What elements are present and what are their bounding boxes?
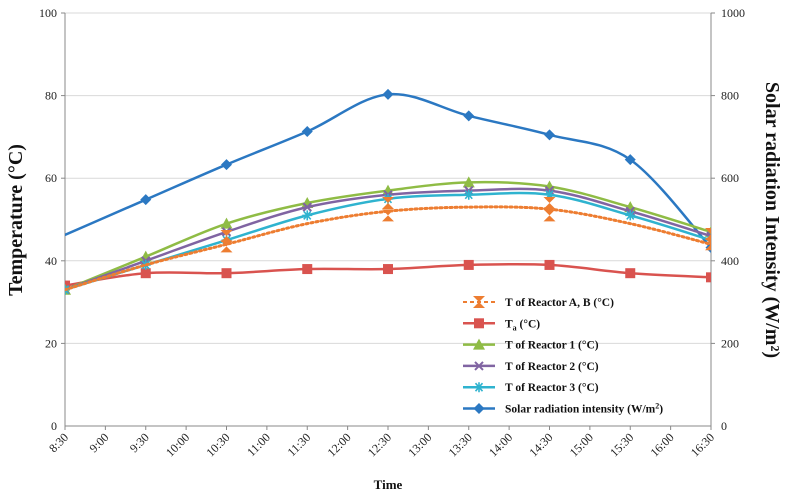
x-tick-label: 11:30 [284, 430, 313, 459]
data-point [302, 202, 312, 212]
legend-item: Ta (°C) [463, 318, 540, 332]
legend-item: Solar radiation intensity (W/m2) [463, 402, 663, 416]
data-point [383, 264, 393, 275]
data-point [624, 154, 636, 166]
legend-label: T of Reactor 2 (°C) [505, 361, 599, 373]
y-left-tick-label: 0 [51, 419, 57, 433]
x-tick-label: 10:30 [203, 430, 232, 459]
data-point [65, 280, 70, 291]
legend-label: Ta (°C) [505, 318, 540, 332]
legend-marker [473, 338, 485, 350]
x-axis-title: Time [374, 477, 403, 492]
data-point [543, 196, 556, 209]
legend-label: T of Reactor 3 (°C) [505, 382, 599, 394]
data-point [220, 240, 233, 253]
x-tick-label: 13:30 [446, 430, 475, 459]
data-point [221, 159, 232, 171]
series-1 [65, 259, 711, 291]
data-point [463, 110, 475, 122]
y-right-tick-label: 400 [721, 254, 739, 268]
legend: T of Reactor A, B (°C) Ta (°C) T of Reacto… [463, 296, 663, 416]
y-right-tick-label: 0 [721, 419, 727, 433]
x-tick-label: 16:30 [688, 430, 717, 459]
series-0 [65, 196, 711, 292]
data-point [382, 196, 394, 209]
legend-marker [473, 403, 485, 414]
legend-label: T of Reactor 1 (°C) [505, 340, 599, 352]
legend-item: T of Reactor 3 (°C) [463, 382, 599, 394]
x-tick-label: 11:00 [244, 430, 273, 459]
data-point [463, 259, 474, 270]
series [65, 88, 711, 295]
data-point [544, 259, 555, 270]
x-tick-label: 12:30 [365, 430, 394, 459]
y-axis-right-title: Solar radiation Intensity (W/m²) [761, 82, 783, 358]
x-tick-label: 14:30 [526, 430, 555, 459]
x-tick-label: 9:30 [127, 430, 152, 455]
legend-marker [474, 382, 484, 393]
data-point [706, 272, 711, 283]
y-left-tick-label: 40 [45, 254, 57, 268]
y-right-tick-label: 1000 [721, 6, 745, 20]
legend-marker [474, 361, 484, 371]
data-point [140, 194, 152, 206]
legend-item: T of Reactor 2 (°C) [463, 361, 599, 373]
legend-marker [474, 318, 484, 329]
y-left-tick-label: 20 [45, 336, 57, 350]
data-point [463, 189, 474, 200]
legend-label: Solar radiation intensity (W/m2) [505, 402, 663, 416]
data-point [625, 268, 636, 279]
axes [61, 12, 715, 430]
legend-item: T of Reactor A, B (°C) [463, 296, 614, 309]
gridlines [65, 12, 711, 344]
x-tick-label: 16:00 [648, 430, 677, 459]
data-point [462, 176, 475, 188]
y-left-tick-label: 100 [39, 6, 57, 20]
series-line [65, 92, 711, 249]
data-point [705, 238, 711, 251]
y-axis-left-title: Temperature (°C) [5, 144, 27, 296]
data-point [220, 230, 233, 243]
x-tick-label: 13:00 [405, 430, 434, 459]
y-left-tick-label: 60 [45, 171, 57, 185]
data-point [544, 189, 555, 200]
legend-marker [473, 296, 485, 308]
data-point [544, 129, 555, 141]
y-left-tick-label: 80 [45, 89, 57, 103]
legend-label: T of Reactor A, B (°C) [505, 297, 614, 309]
data-point [140, 268, 151, 279]
series-5 [65, 88, 711, 254]
data-point [302, 210, 313, 221]
data-point [382, 209, 394, 222]
data-point [625, 210, 636, 221]
data-point [301, 126, 313, 138]
data-point [543, 209, 556, 222]
x-tick-label: 12:00 [325, 430, 354, 459]
legend-item: T of Reactor 1 (°C) [463, 338, 599, 352]
data-point [302, 264, 313, 275]
x-tick-label: 10:00 [163, 430, 192, 459]
y-right-tick-label: 800 [721, 89, 739, 103]
y-right-tick-label: 200 [721, 336, 739, 350]
data-point [220, 217, 233, 229]
x-tick-label: 8:30 [46, 430, 71, 455]
data-point [705, 227, 711, 240]
x-tick-label: 14:00 [486, 430, 515, 459]
x-tick-label: 15:00 [567, 430, 596, 459]
x-tick-label: 15:30 [607, 430, 636, 459]
data-point [221, 268, 232, 279]
x-tick-label: 9:00 [87, 430, 112, 455]
y-right-tick-label: 600 [721, 171, 739, 185]
data-point [382, 88, 394, 100]
